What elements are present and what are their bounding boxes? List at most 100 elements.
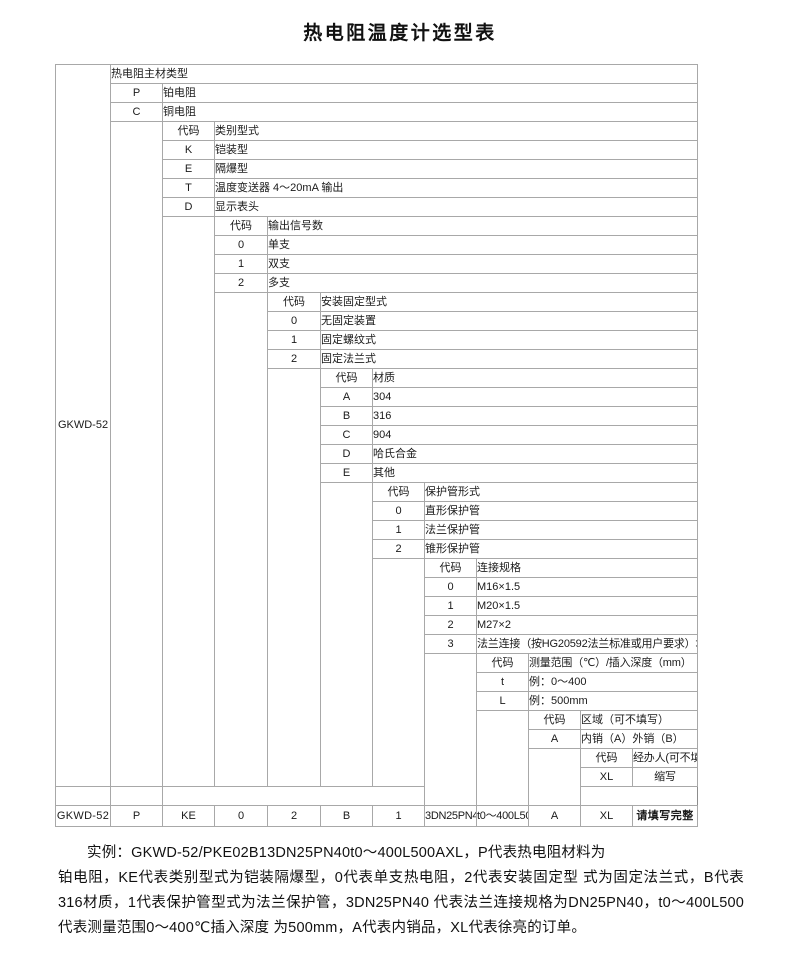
label-code-region: 代码 — [528, 710, 581, 730]
note-line-4: 代表法兰连接规格为DN25PN40，t0～400L500代表测量范围0～400℃… — [58, 895, 745, 936]
table-row: K 铠装型 — [56, 140, 699, 160]
code-mounting-0: 0 — [267, 311, 321, 331]
desc-material-4: 其他 — [371, 463, 699, 483]
desc-mounting-2: 固定法兰式 — [319, 349, 699, 369]
table-row: XL 缩写 — [56, 767, 699, 787]
header-range-depth: 测量范围（℃）/插入深度（mm） — [527, 653, 699, 673]
label-code-range: 代码 — [476, 653, 529, 673]
table-row: 2 固定法兰式 — [56, 349, 699, 369]
table-row: 代码 材质 — [56, 368, 699, 787]
summary-cell-model: GKWD-52 — [55, 805, 111, 827]
desc-main-material-0: 铂电阻 — [161, 83, 699, 103]
desc-protection-2: 锥形保护管 — [423, 539, 699, 559]
note-line-5: 为500mm，A代表内销品，XL代表徐亮的订单。 — [273, 920, 587, 936]
code-output-1: 1 — [214, 254, 268, 274]
code-connection-2: 2 — [424, 615, 477, 635]
code-material-2: C — [320, 425, 373, 445]
desc-output-1: 双支 — [266, 254, 699, 274]
code-connection-1: 1 — [424, 596, 477, 616]
code-main-material-0: P — [110, 83, 163, 103]
header-mounting-type: 安装固定型式 — [319, 292, 699, 312]
spacer-handler-desc — [110, 786, 163, 806]
table-row: C 904 — [56, 425, 699, 445]
table-row: L 例：500mm — [56, 691, 699, 711]
table-row — [55, 786, 698, 806]
desc-connection-2: M27×2 — [475, 615, 699, 635]
desc-range-1: 例：500mm — [527, 691, 699, 711]
code-mounting-1: 1 — [267, 330, 321, 350]
summary-cell-category: KE — [162, 805, 215, 827]
desc-protection-1: 法兰保护管 — [423, 520, 699, 540]
table-row: 代码 经办人(可不填写) — [56, 748, 699, 806]
label-code-material: 代码 — [320, 368, 373, 388]
label-code-mounting: 代码 — [267, 292, 321, 312]
desc-material-2: 904 — [371, 425, 699, 445]
desc-material-0: 304 — [371, 387, 699, 407]
desc-material-3: 哈氏合金 — [371, 444, 699, 464]
cell-model-code: GKWD-52 — [55, 64, 111, 787]
code-category-0: K — [162, 140, 215, 160]
spacer-col9 — [476, 710, 529, 806]
code-output-0: 0 — [214, 235, 268, 255]
summary-cell-material: P — [110, 805, 163, 827]
summary-cell-connection: 3DN25PN40 — [424, 805, 477, 827]
header-material: 材质 — [371, 368, 699, 388]
desc-output-0: 单支 — [266, 235, 699, 255]
table-row: 代码 输出信号数 — [56, 216, 699, 787]
code-material-4: E — [320, 463, 373, 483]
code-protection-2: 2 — [372, 539, 425, 559]
desc-mounting-0: 无固定装置 — [319, 311, 699, 331]
note-line-1: 实例：GKWD-52/PKE02B13DN25PN40t0～400L500AXL… — [87, 845, 606, 861]
header-category-type: 类别型式 — [213, 121, 699, 141]
code-connection-3: 3 — [424, 634, 477, 654]
label-code-protection: 代码 — [372, 482, 425, 502]
summary-cell-matcode: B — [320, 805, 373, 827]
code-material-3: D — [320, 444, 373, 464]
header-protection-tube: 保护管形式 — [423, 482, 699, 502]
table-row: 0 直形保护管 — [56, 501, 699, 521]
header-main-material: 热电阻主材类型 — [109, 64, 699, 84]
desc-material-1: 316 — [371, 406, 699, 426]
code-main-material-1: C — [110, 102, 163, 122]
table-row: 1 固定螺纹式 — [56, 330, 699, 350]
table-row: E 其他 — [56, 463, 699, 483]
summary-cell-output: 0 — [214, 805, 268, 827]
desc-category-0: 铠装型 — [213, 140, 699, 160]
code-material-0: A — [320, 387, 373, 407]
spacer-col8 — [424, 653, 477, 806]
table-row: A 304 — [56, 387, 699, 407]
summary-cell-range: t0～400L500 — [476, 805, 529, 827]
code-connection-0: 0 — [424, 577, 477, 597]
spacer-col2 — [110, 121, 163, 787]
summary-cell-mounting: 2 — [267, 805, 321, 827]
summary-cell-region: A — [528, 805, 581, 827]
header-handler: 经办人(可不填写) — [631, 748, 699, 768]
label-code-handler: 代码 — [580, 748, 633, 768]
table-row: 代码 安装固定型式 — [56, 292, 699, 787]
desc-category-3: 显示表头 — [213, 197, 699, 217]
code-category-1: E — [162, 159, 215, 179]
header-region: 区域（可不填写） — [579, 710, 699, 730]
desc-region-0: 内销（A）外销（B） — [579, 729, 699, 749]
summary-cell-notice: 请填写完整 — [631, 805, 699, 827]
summary-cell-handler: XL — [580, 805, 633, 827]
code-range-0: t — [476, 672, 529, 692]
table-row: 1 法兰保护管 — [56, 520, 699, 540]
table-row: A 内销（A）外销（B） — [56, 729, 699, 749]
table-row: 代码 类别型式 — [56, 121, 699, 787]
example-summary-row: GKWD-52 P KE 0 2 B 1 3DN25PN40 t0～400L50… — [55, 805, 699, 827]
spacer-col5 — [267, 368, 321, 787]
table-row: 0 单支 — [56, 235, 699, 255]
desc-protection-0: 直形保护管 — [423, 501, 699, 521]
label-code-category: 代码 — [162, 121, 215, 141]
desc-mounting-1: 固定螺纹式 — [319, 330, 699, 350]
code-category-2: T — [162, 178, 215, 198]
selection-code-table: GKWD-52 热电阻主材类型 P 铂电阻 C 铜电阻 代码 类别型式 — [55, 64, 699, 827]
code-material-1: B — [320, 406, 373, 426]
summary-cell-protection: 1 — [372, 805, 425, 827]
code-output-2: 2 — [214, 273, 268, 293]
header-connection-spec: 连接规格 — [475, 558, 699, 578]
spacer-col10 — [528, 748, 581, 806]
label-code-connection: 代码 — [424, 558, 477, 578]
